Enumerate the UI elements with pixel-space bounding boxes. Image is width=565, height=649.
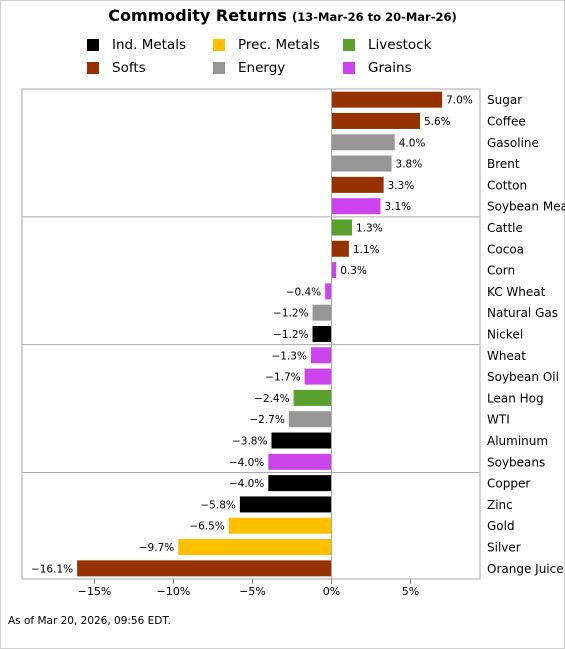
bar-sugar xyxy=(331,91,443,108)
bar-value-label: −9.7% xyxy=(139,542,174,554)
bar-value-label: 3.3% xyxy=(388,180,415,192)
legend-label: Ind. Metals xyxy=(112,37,186,53)
bar-value-label: 7.0% xyxy=(446,95,473,107)
category-label: KC Wheat xyxy=(487,285,546,299)
category-label: WTI xyxy=(487,413,510,427)
bar-value-label: −4.0% xyxy=(229,457,264,469)
bar-cattle xyxy=(331,219,353,236)
category-label: Brent xyxy=(487,157,520,171)
bar-gold xyxy=(228,517,332,534)
bar-soybean-oil xyxy=(304,368,332,385)
title-date-range: (13-Mar-26 to 20-Mar-26) xyxy=(291,10,457,24)
bar-zinc xyxy=(239,496,332,513)
legend-swatch xyxy=(343,62,355,74)
bar-value-label: 0.3% xyxy=(340,265,367,277)
bar-value-label: −3.8% xyxy=(232,436,267,448)
category-label: Nickel xyxy=(487,328,523,342)
bar-nickel xyxy=(312,326,332,342)
legend-label: Energy xyxy=(238,60,286,76)
bar-cotton xyxy=(331,176,384,193)
legend-swatch xyxy=(343,39,355,51)
legend-item-grains: Grains xyxy=(343,60,412,76)
x-tick-label: −5% xyxy=(239,585,266,598)
bar-soybean-meal xyxy=(331,198,381,215)
category-label: Cotton xyxy=(487,178,527,192)
bar-kc-wheat xyxy=(325,283,332,300)
category-label: Wheat xyxy=(487,349,526,363)
legend-item-energy: Energy xyxy=(213,60,285,76)
bar-silver xyxy=(178,539,332,556)
x-tick-label: 0% xyxy=(323,585,340,598)
category-label: Copper xyxy=(487,477,530,491)
x-tick-label: −10% xyxy=(157,585,191,598)
legend-label: Livestock xyxy=(368,37,432,53)
bar-soybeans xyxy=(268,453,332,470)
bar-natural-gas xyxy=(312,304,332,321)
plot-area xyxy=(21,88,481,580)
bar-value-label: −6.5% xyxy=(189,521,224,533)
category-label: Soybeans xyxy=(487,455,545,469)
category-label: Zinc xyxy=(487,498,513,512)
bar-brent xyxy=(331,155,392,172)
legend-item-livestock: Livestock xyxy=(343,37,431,53)
category-label: Gasoline xyxy=(487,136,539,150)
bar-value-label: −0.4% xyxy=(286,286,321,298)
bar-corn xyxy=(331,262,337,279)
bar-gasoline xyxy=(331,134,395,151)
bar-value-label: 4.0% xyxy=(399,137,426,149)
category-label: Orange Juice xyxy=(487,562,564,576)
category-label: Natural Gas xyxy=(487,306,558,320)
legend-swatch xyxy=(213,39,225,51)
bar-value-label: −1.2% xyxy=(273,329,308,341)
legend-item-ind-metals: Ind. Metals xyxy=(87,37,186,53)
x-tick-label: −15% xyxy=(78,585,112,598)
bar-value-label: −2.7% xyxy=(249,414,284,426)
category-label: Coffee xyxy=(487,114,526,128)
legend-swatch xyxy=(87,39,99,51)
category-label: Cattle xyxy=(487,221,523,235)
category-label: Cocoa xyxy=(487,242,524,256)
bar-cocoa xyxy=(331,240,349,257)
bar-value-label: 1.1% xyxy=(353,244,380,256)
legend-swatch xyxy=(213,62,225,74)
bar-wheat xyxy=(310,347,332,364)
chart-title: Commodity Returns (13-Mar-26 to 20-Mar-2… xyxy=(0,6,565,25)
category-label: Soybean Meal xyxy=(487,200,565,214)
bar-lean-hog xyxy=(293,389,332,406)
legend-swatch xyxy=(87,62,99,74)
legend-label: Prec. Metals xyxy=(238,37,320,53)
bar-value-label: 3.8% xyxy=(396,159,423,171)
bar-value-label: −1.7% xyxy=(265,372,300,384)
bar-value-label: −5.8% xyxy=(200,499,235,511)
bar-value-label: 3.1% xyxy=(384,201,411,213)
legend-item-softs: Softs xyxy=(87,60,146,76)
bar-aluminum xyxy=(271,432,332,449)
bar-orange-juice xyxy=(77,560,332,577)
category-label: Lean Hog xyxy=(487,391,544,405)
bar-wti xyxy=(288,411,332,428)
category-label: Soybean Oil xyxy=(487,370,559,384)
legend-label: Grains xyxy=(368,60,412,76)
legend-item-prec-metals: Prec. Metals xyxy=(213,37,320,53)
category-label: Sugar xyxy=(487,93,522,107)
bar-value-label: 5.6% xyxy=(424,116,451,128)
bar-value-label: 1.3% xyxy=(356,222,383,234)
category-label: Aluminum xyxy=(487,434,548,448)
category-label: Corn xyxy=(487,264,515,278)
bar-value-label: −4.0% xyxy=(229,478,264,490)
bar-value-label: −16.1% xyxy=(31,563,73,575)
bar-value-label: −1.2% xyxy=(273,308,308,320)
x-tick-label: 5% xyxy=(402,585,419,598)
bar-coffee xyxy=(331,112,420,129)
category-label: Gold xyxy=(487,519,515,533)
bar-value-label: −1.3% xyxy=(271,350,306,362)
footnote: As of Mar 20, 2026, 09:56 EDT. xyxy=(8,615,171,627)
bar-copper xyxy=(268,475,332,492)
category-label: Silver xyxy=(487,541,521,555)
title-main: Commodity Returns xyxy=(108,6,287,25)
legend-label: Softs xyxy=(112,60,146,76)
bar-value-label: −2.4% xyxy=(254,393,289,405)
